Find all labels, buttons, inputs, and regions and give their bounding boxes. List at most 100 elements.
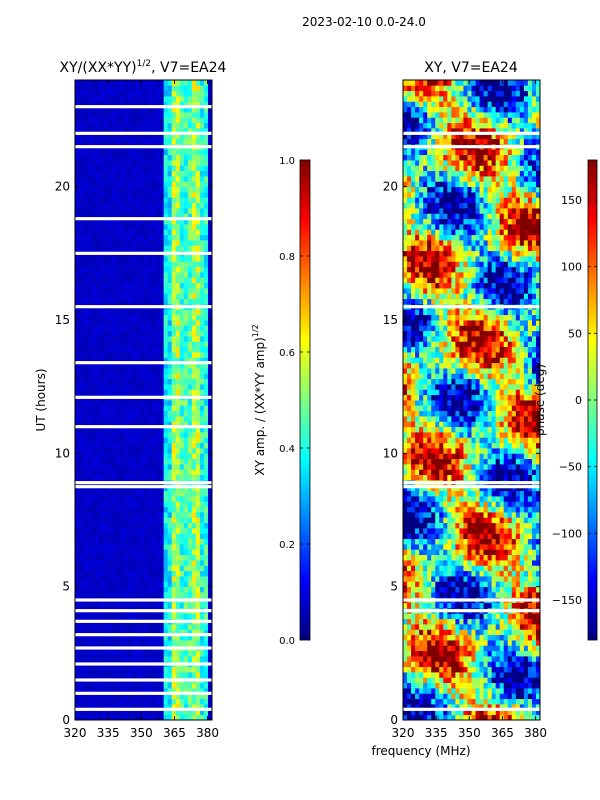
heatmap-cell — [187, 218, 193, 225]
heatmap-cell — [191, 208, 197, 214]
heatmap-cell — [447, 629, 452, 636]
heatmap-cell — [131, 341, 136, 348]
heatmap-cell — [95, 522, 100, 529]
heatmap-cell — [499, 629, 505, 636]
heatmap-cell — [127, 501, 132, 508]
heatmap-cell — [175, 346, 181, 353]
heatmap-cell — [187, 133, 193, 140]
heatmap-cell — [135, 426, 140, 433]
heatmap-cell — [83, 458, 88, 465]
heatmap-cell — [151, 378, 156, 385]
heatmap-cell — [167, 176, 173, 182]
heatmap-cell — [83, 464, 88, 470]
heatmap-cell — [155, 581, 161, 588]
heatmap-cell — [191, 602, 197, 609]
heatmap-cell — [95, 80, 100, 86]
heatmap-cell — [115, 560, 120, 566]
heatmap-cell — [503, 634, 509, 641]
heatmap-cell — [159, 309, 165, 316]
heatmap-cell — [91, 192, 96, 198]
heatmap-cell — [127, 565, 132, 572]
heatmap-cell — [179, 197, 185, 204]
y-tick-label: 5 — [62, 580, 70, 594]
heatmap-cell — [91, 240, 96, 246]
heatmap-cell — [119, 432, 124, 438]
heatmap-cell — [183, 298, 189, 305]
heatmap-cell — [407, 714, 412, 720]
heatmap-cell — [483, 661, 489, 668]
heatmap-cell — [199, 96, 205, 102]
heatmap-cell — [147, 421, 152, 428]
heatmap-cell — [155, 341, 161, 348]
heatmap-cell — [107, 325, 112, 332]
heatmap-cell — [115, 346, 120, 353]
heatmap-cell — [119, 330, 124, 337]
heatmap-cell — [447, 682, 452, 689]
heatmap-cell — [179, 490, 185, 497]
heatmap-cell — [179, 309, 185, 316]
heatmap-cell — [87, 357, 92, 364]
heatmap-cell — [115, 464, 120, 470]
heatmap-cell — [91, 288, 96, 294]
heatmap-cell — [103, 602, 108, 609]
heatmap-cell — [419, 682, 424, 689]
heatmap-cell — [411, 629, 416, 636]
heatmap-cell — [75, 330, 80, 337]
heatmap-cell — [163, 549, 169, 556]
heatmap-cell — [471, 634, 476, 641]
heatmap-cell — [451, 618, 456, 625]
heatmap-cell — [119, 368, 124, 374]
heatmap-cell — [131, 138, 136, 145]
heatmap-cell — [119, 634, 124, 641]
heatmap-cell — [515, 704, 521, 710]
heatmap-cell — [99, 176, 104, 182]
heatmap-cell — [175, 245, 181, 252]
heatmap-cell — [79, 501, 84, 508]
heatmap-cell — [499, 709, 505, 716]
left-colorbar: 0.00.20.40.60.81.0 XY amp. / (XX*YY amp)… — [251, 156, 311, 647]
heatmap-cell — [147, 506, 152, 513]
heatmap-cell — [475, 629, 480, 636]
heatmap-cell — [203, 709, 209, 716]
heatmap-cell — [471, 618, 476, 625]
heatmap-cell — [451, 704, 456, 710]
heatmap-cell — [207, 437, 212, 444]
heatmap-cell — [115, 698, 120, 705]
heatmap-cell — [439, 650, 444, 657]
heatmap-cell — [87, 405, 92, 412]
heatmap-cell — [459, 602, 464, 609]
heatmap-cell — [91, 282, 96, 289]
heatmap-cell — [167, 650, 173, 657]
heatmap-cell — [107, 426, 112, 433]
heatmap-cell — [87, 554, 92, 561]
heatmap-cell — [127, 112, 132, 118]
heatmap-cell — [483, 613, 489, 620]
heatmap-cell — [207, 106, 212, 113]
heatmap-cell — [163, 448, 169, 454]
heatmap-cell — [123, 325, 128, 332]
heatmap-cell — [79, 368, 84, 374]
heatmap-cell — [107, 672, 112, 678]
heatmap-cell — [171, 533, 177, 540]
heatmap-cell — [135, 432, 140, 438]
heatmap-cell — [131, 170, 136, 177]
heatmap-cell — [203, 512, 209, 518]
heatmap-cell — [131, 336, 136, 342]
heatmap-cell — [199, 629, 205, 636]
heatmap-cell — [435, 624, 440, 630]
heatmap-cell — [119, 266, 124, 273]
heatmap-cell — [523, 682, 529, 689]
heatmap-cell — [143, 234, 148, 241]
heatmap-cell — [187, 416, 193, 422]
heatmap-cell — [151, 688, 156, 694]
heatmap-cell — [503, 656, 509, 662]
heatmap-cell — [103, 122, 108, 129]
heatmap-cell — [83, 629, 88, 636]
heatmap-cell — [87, 704, 92, 710]
heatmap-cell — [115, 336, 120, 342]
heatmap-cell — [203, 357, 209, 364]
heatmap-cell — [115, 533, 120, 540]
heatmap-cell — [83, 506, 88, 513]
heatmap-cell — [103, 368, 108, 374]
heatmap-cell — [439, 661, 444, 668]
